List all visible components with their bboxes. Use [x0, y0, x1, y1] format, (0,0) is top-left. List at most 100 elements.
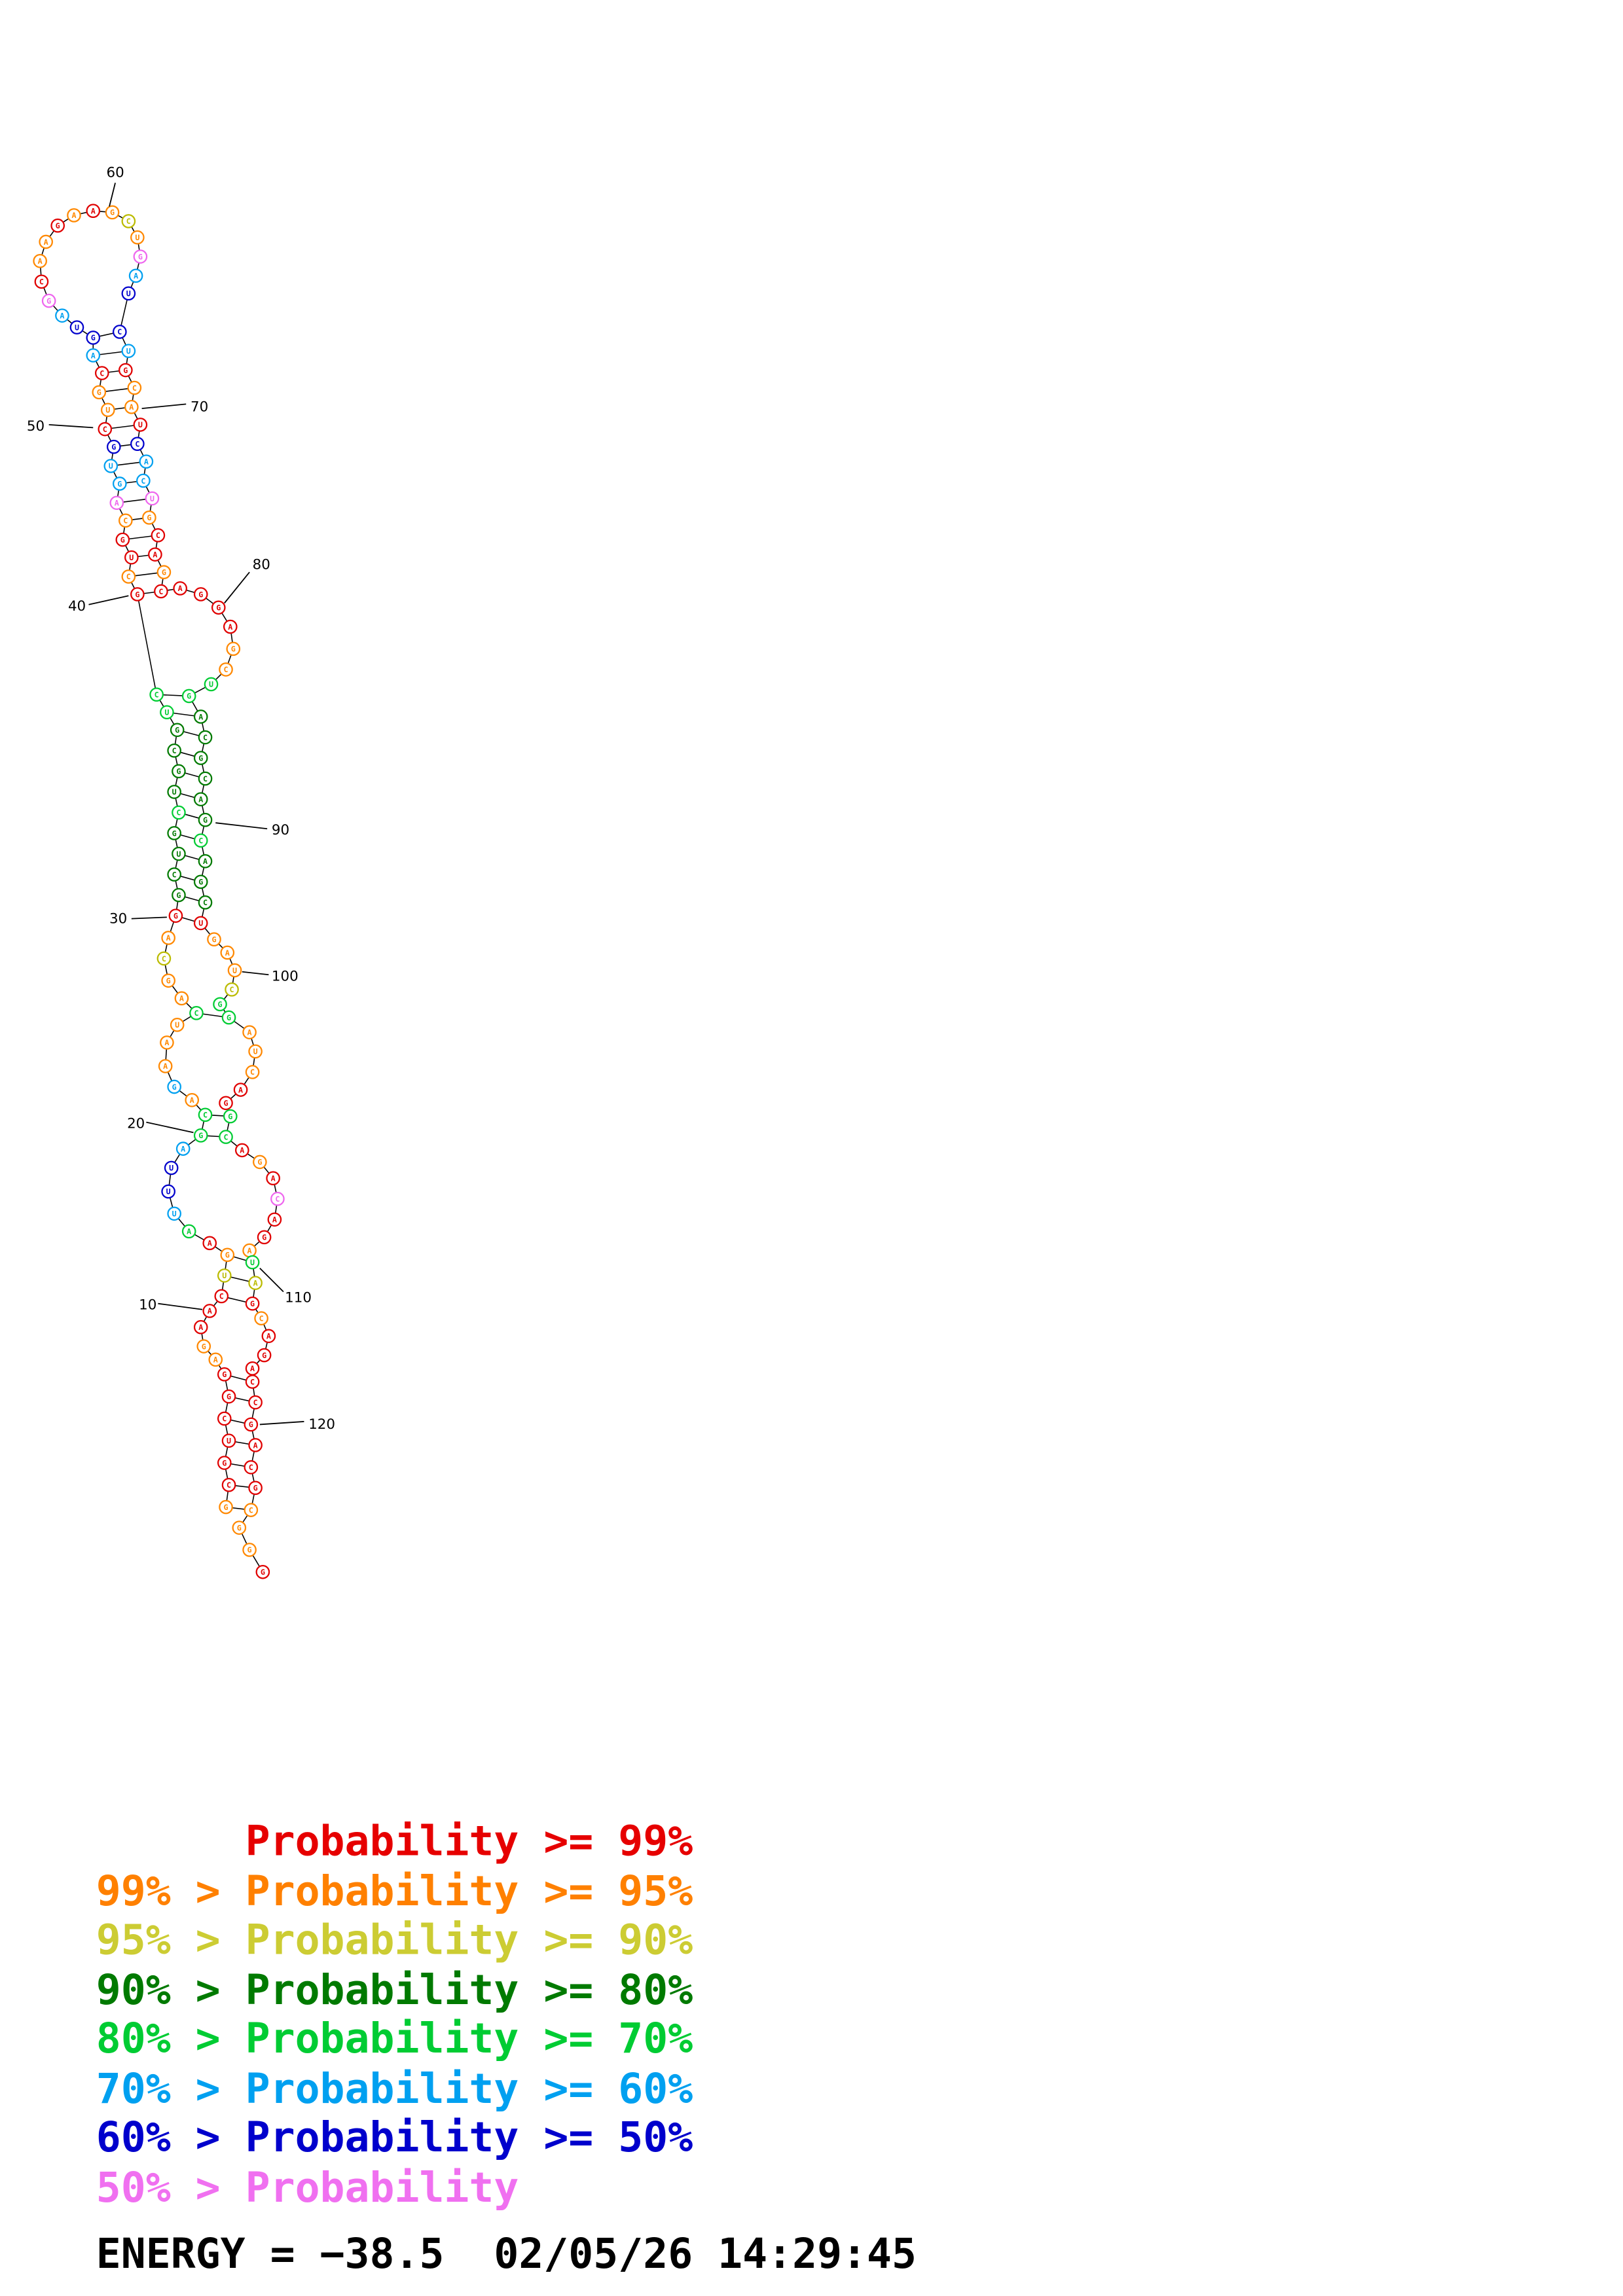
- position-tick-line: [259, 1267, 284, 1293]
- nucleotide: [156, 951, 172, 966]
- position-label: 30: [109, 910, 127, 927]
- position-tick-line: [48, 423, 94, 429]
- nucleotide-base: C: [132, 384, 137, 393]
- nucleotide-base: G: [228, 1112, 232, 1121]
- nucleotide-base: A: [247, 1246, 252, 1255]
- nucleotide: [193, 751, 208, 765]
- nucleotide-base: U: [126, 347, 131, 356]
- nucleotide: [167, 785, 181, 799]
- nucleotide-base: C: [172, 746, 177, 755]
- nucleotide-base: G: [249, 1420, 253, 1429]
- position-label: 40: [68, 598, 86, 615]
- position-tick-line: [141, 403, 187, 409]
- nucleotide: [220, 1247, 235, 1263]
- legend-line-60: 70% > Probability >= 60%: [96, 2064, 693, 2113]
- nucleotide-base: G: [123, 366, 128, 375]
- nucleotide-base: U: [109, 461, 113, 471]
- nucleotide: [173, 581, 188, 596]
- nucleotide-base: C: [141, 476, 145, 486]
- nucleotide: [225, 982, 239, 997]
- nucleotide: [198, 1107, 213, 1122]
- nucleotide: [267, 1212, 282, 1227]
- nucleotide-base: G: [211, 935, 216, 944]
- nucleotide: [244, 1460, 259, 1475]
- nucleotide: [154, 584, 168, 599]
- nucleotide: [105, 205, 120, 220]
- nucleotide-base: A: [250, 1364, 255, 1373]
- nucleotide: [227, 963, 242, 978]
- nucleotide: [211, 600, 226, 615]
- nucleotide: [55, 308, 69, 323]
- nucleotide: [109, 495, 124, 511]
- position-tick-line: [224, 571, 250, 604]
- nucleotide: [213, 997, 227, 1012]
- nucleotide: [119, 363, 133, 378]
- nucleotide: [133, 249, 148, 264]
- nucleotide-base: G: [257, 1158, 262, 1167]
- nucleotide: [148, 547, 162, 562]
- nucleotide-base: G: [202, 1342, 206, 1351]
- nucleotide: [130, 230, 145, 245]
- nucleotide-base: C: [259, 1314, 264, 1323]
- nucleotide: [217, 1456, 232, 1470]
- nucleotide-base: G: [224, 1099, 228, 1108]
- nucleotide: [33, 253, 47, 268]
- nucleotide: [160, 1035, 174, 1050]
- nucleotide-base: G: [120, 535, 125, 545]
- nucleotide: [149, 687, 164, 702]
- nucleotide-base: C: [126, 217, 131, 226]
- nucleotide-base: G: [147, 513, 151, 522]
- nucleotide-base: A: [198, 795, 203, 804]
- nucleotide-base: G: [198, 590, 203, 599]
- nucleotide-base: C: [156, 531, 160, 540]
- nucleotide: [198, 895, 213, 910]
- nucleotide: [244, 1503, 259, 1517]
- nucleotide: [158, 1059, 173, 1073]
- nucleotide: [198, 812, 213, 827]
- nucleotide-base: A: [266, 1332, 271, 1341]
- nucleotide-base: A: [91, 206, 96, 215]
- nucleotide: [198, 853, 213, 869]
- nucleotide: [172, 846, 186, 861]
- nucleotide: [39, 234, 53, 249]
- nucleotide-base: U: [198, 919, 203, 928]
- nucleotide-base: G: [224, 1503, 228, 1512]
- nucleotide-base: C: [103, 425, 107, 434]
- nucleotide: [167, 867, 181, 882]
- nucleotide-base: A: [271, 1174, 276, 1183]
- nucleotide-base: C: [198, 836, 203, 846]
- nucleotide: [106, 439, 121, 454]
- nucleotide: [245, 1065, 260, 1079]
- nucleotide: [160, 705, 174, 720]
- legend-line-80: 90% > Probability >= 80%: [96, 1965, 693, 2014]
- nucleotide-base: U: [126, 289, 131, 298]
- nucleotide: [248, 1438, 263, 1452]
- position-tick-line: [146, 1121, 194, 1134]
- nucleotide: [233, 1083, 248, 1097]
- nucleotide-base: G: [231, 645, 236, 654]
- nucleotide: [185, 1092, 200, 1107]
- legend-line-below: 50% > Probability: [96, 2163, 519, 2212]
- nucleotide-base: G: [218, 1000, 223, 1009]
- nucleotide-base: U: [75, 323, 79, 332]
- nucleotide-base: G: [250, 1299, 255, 1308]
- nucleotide-base: G: [198, 878, 203, 887]
- nucleotide: [121, 214, 136, 228]
- nucleotide-base: G: [176, 891, 181, 900]
- nucleotide: [103, 459, 119, 473]
- nucleotide: [242, 1543, 257, 1557]
- nucleotide-base: U: [250, 1258, 255, 1267]
- nucleotide-base: G: [253, 1484, 258, 1493]
- nucleotide: [174, 991, 189, 1006]
- nucleotide: [245, 1255, 260, 1270]
- nucleotide-base: A: [153, 550, 157, 559]
- position-tick-line: [109, 183, 116, 207]
- nucleotide: [217, 1411, 232, 1426]
- nucleotide: [214, 1289, 229, 1304]
- nucleotide-base: A: [225, 948, 230, 958]
- nucleotide-base: U: [135, 233, 139, 242]
- nucleotide-base: G: [237, 1523, 242, 1532]
- nucleotide: [219, 662, 233, 677]
- position-label: 20: [127, 1116, 145, 1132]
